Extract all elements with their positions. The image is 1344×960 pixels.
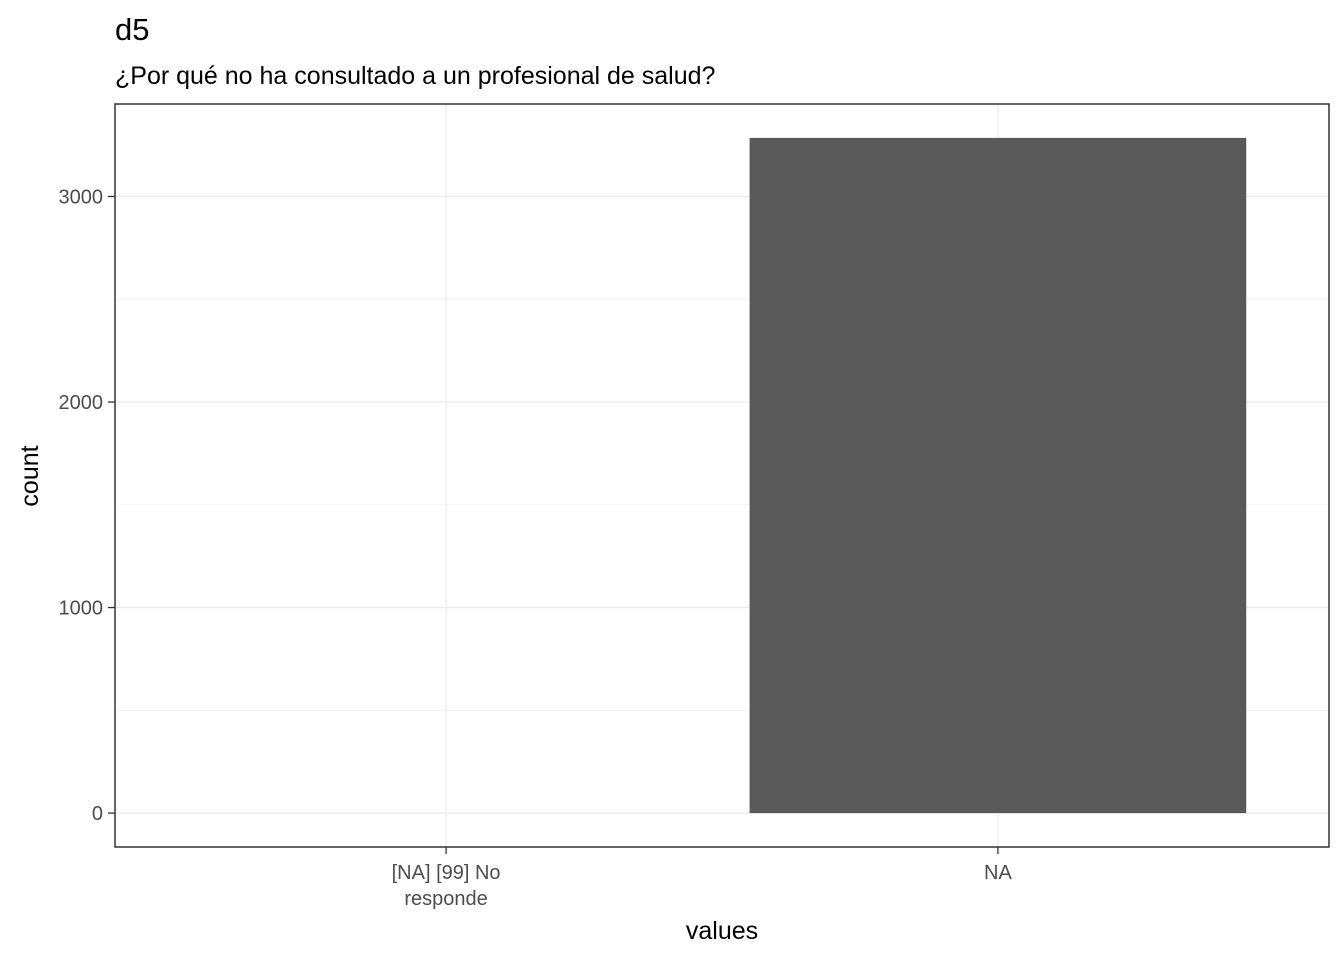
bar xyxy=(749,137,1247,814)
x-tick-label: [NA] [99] No xyxy=(392,862,501,884)
plot-panel-border xyxy=(114,103,1330,848)
chart-title: d5 xyxy=(115,12,149,47)
x-axis-title: values xyxy=(686,917,758,945)
y-axis-title: count xyxy=(16,445,44,506)
bars xyxy=(749,137,1247,814)
tick-labels: 0 1000 2000 3000 [NA] [99] No responde NA xyxy=(59,186,1013,910)
y-tick-label: 1000 xyxy=(59,598,104,620)
y-tick-label: 3000 xyxy=(59,186,104,208)
x-tick-label: NA xyxy=(984,862,1012,884)
y-tick-label: 0 xyxy=(92,803,103,825)
axis-ticks xyxy=(108,195,999,854)
chart-subtitle: ¿Por qué no ha consultado a un profesion… xyxy=(115,62,715,90)
y-tick-label: 2000 xyxy=(59,392,104,414)
x-tick-label: responde xyxy=(404,888,487,910)
